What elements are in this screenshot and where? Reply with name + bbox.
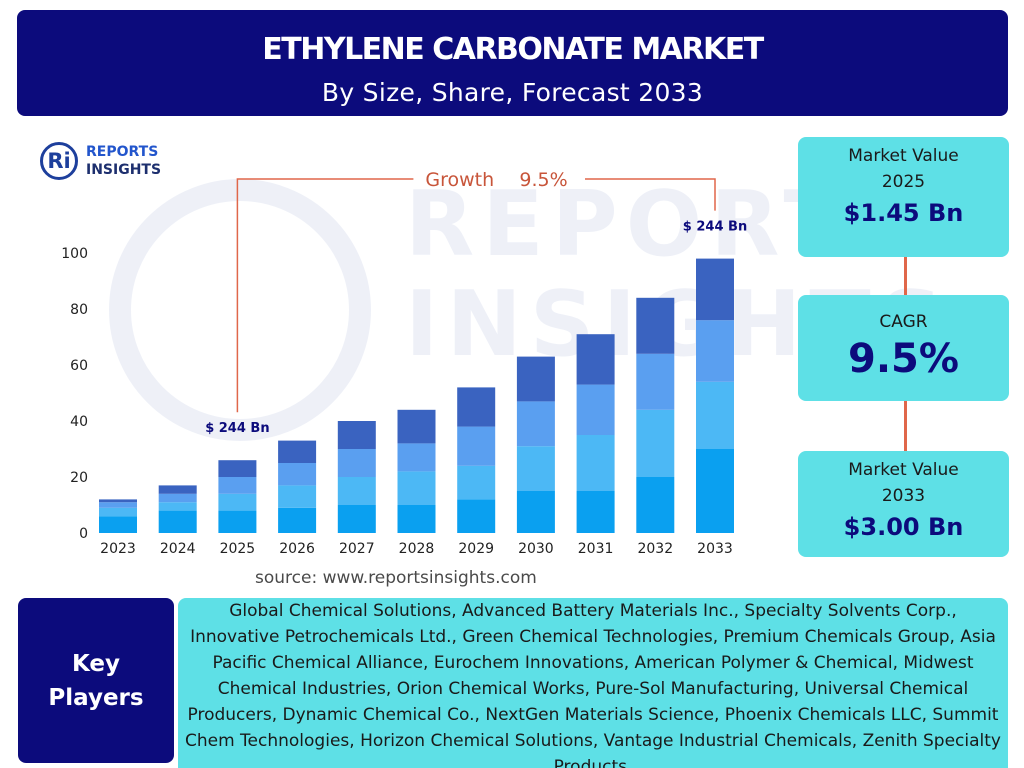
bar-segment: [696, 449, 734, 533]
x-tick-label: 2028: [399, 541, 435, 557]
key-players-label: Key Players: [18, 598, 174, 763]
market-value-2033-card: Market Value 2033 $3.00 Bn: [798, 451, 1009, 557]
bar-segment: [158, 502, 197, 511]
bar-segment: [278, 507, 317, 533]
market-chart: 0 20 40 60 80 100 2023 2024 2025 2026 2027 2028 2029…: [61, 169, 747, 557]
brand-line-1: REPORTS: [86, 144, 159, 160]
bar-segment: [576, 435, 615, 491]
y-tick-label: 100: [61, 246, 88, 262]
x-tick-label: 2026: [279, 541, 315, 557]
growth-label: Growth: [425, 169, 494, 191]
y-tick-label: 20: [70, 470, 88, 486]
connector-line: [904, 401, 907, 451]
bar-segment: [457, 426, 496, 466]
market-value-2033: $3.00 Bn: [843, 513, 964, 541]
bar-segment: [636, 477, 675, 533]
bar-segment: [278, 485, 317, 508]
source-note: source: www.reportsinsights.com: [255, 568, 537, 588]
bar-segment: [278, 440, 317, 463]
bar-segment: [696, 320, 734, 382]
bar-segment: [158, 493, 197, 503]
bar-segment: [397, 443, 436, 472]
bar-segment: [636, 353, 675, 410]
x-tick-label: 2032: [637, 541, 673, 557]
bar-annotation: $ 244 Bn: [205, 421, 269, 436]
cagr-value: 9.5%: [848, 336, 959, 382]
bar-segment: [397, 471, 436, 505]
bar-segment: [218, 510, 257, 533]
x-tick-label: 2025: [220, 541, 256, 557]
market-value-2025-label: Market Value 2025: [848, 146, 959, 192]
bar-segment: [457, 387, 496, 427]
bar-segment: [397, 505, 436, 533]
cagr-label: CAGR: [879, 312, 928, 332]
bar-segment: [457, 465, 496, 500]
page-subtitle: By Size, Share, Forecast 2033: [321, 78, 704, 107]
growth-value: 9.5%: [519, 169, 567, 191]
x-tick-label: 2030: [518, 541, 554, 557]
bar-segment: [218, 493, 257, 511]
bar-segment: [99, 502, 137, 508]
header-banner: ETHYLENE CARBONATE MARKET By Size, Share…: [17, 10, 1008, 116]
bar-segment: [696, 381, 734, 449]
growth-bracket-left: [236, 178, 414, 413]
key-players-list: Global Chemical Solutions, Advanced Batt…: [178, 598, 1008, 768]
key-players-label-text: Key Players: [48, 650, 144, 711]
bar-segment: [576, 334, 615, 385]
market-value-2025: $1.45 Bn: [843, 199, 964, 227]
x-tick-label: 2023: [100, 541, 136, 557]
bar-segment: [99, 507, 137, 517]
cagr-card: CAGR 9.5%: [798, 295, 1009, 401]
x-tick-label: 2033: [697, 541, 733, 557]
x-tick-label: 2029: [458, 541, 494, 557]
bar-annotation: $ 244 Bn: [683, 220, 747, 235]
bar-segment: [636, 409, 675, 477]
bar-segment: [516, 491, 555, 533]
page-title: ETHYLENE CARBONATE MARKET: [262, 32, 764, 67]
growth-bracket-right: [585, 178, 716, 211]
bar-segment: [99, 499, 137, 503]
bar-segment: [516, 356, 555, 402]
y-tick-label: 60: [70, 358, 88, 374]
bar-segment: [516, 446, 555, 491]
brand-line-2: INSIGHTS: [86, 162, 162, 178]
bar-segment: [337, 477, 376, 505]
bar-segment: [457, 499, 496, 533]
x-tick-label: 2031: [578, 541, 614, 557]
bar-segment: [158, 485, 197, 494]
bar-segment: [576, 384, 615, 435]
bar-segment: [696, 258, 734, 321]
brand-logo: Ri REPORTS INSIGHTS: [40, 142, 200, 184]
bar-segment: [516, 401, 555, 447]
brand-wordmark: REPORTS INSIGHTS: [86, 143, 161, 179]
bar-segment: [218, 460, 257, 477]
bar-segment: [99, 516, 137, 533]
market-value-2025-card: Market Value 2025 $1.45 Bn: [798, 137, 1009, 257]
bar-segment: [337, 449, 376, 477]
bar-segment: [278, 463, 317, 486]
connector-line: [904, 257, 907, 295]
bar-segment: [636, 297, 675, 354]
bar-segment: [337, 421, 376, 449]
bar-segment: [397, 409, 436, 444]
bar-segment: [218, 477, 257, 494]
x-tick-label: 2024: [160, 541, 196, 557]
market-value-2033-label: Market Value 2033: [848, 460, 959, 506]
y-tick-label: 40: [70, 414, 88, 430]
logo-icon: Ri: [40, 142, 78, 180]
x-tick-label: 2027: [339, 541, 375, 557]
y-tick-label: 0: [79, 526, 88, 542]
bar-segment: [576, 491, 615, 533]
y-tick-label: 80: [70, 302, 88, 318]
bar-segment: [337, 505, 376, 533]
bar-segment: [158, 510, 197, 533]
